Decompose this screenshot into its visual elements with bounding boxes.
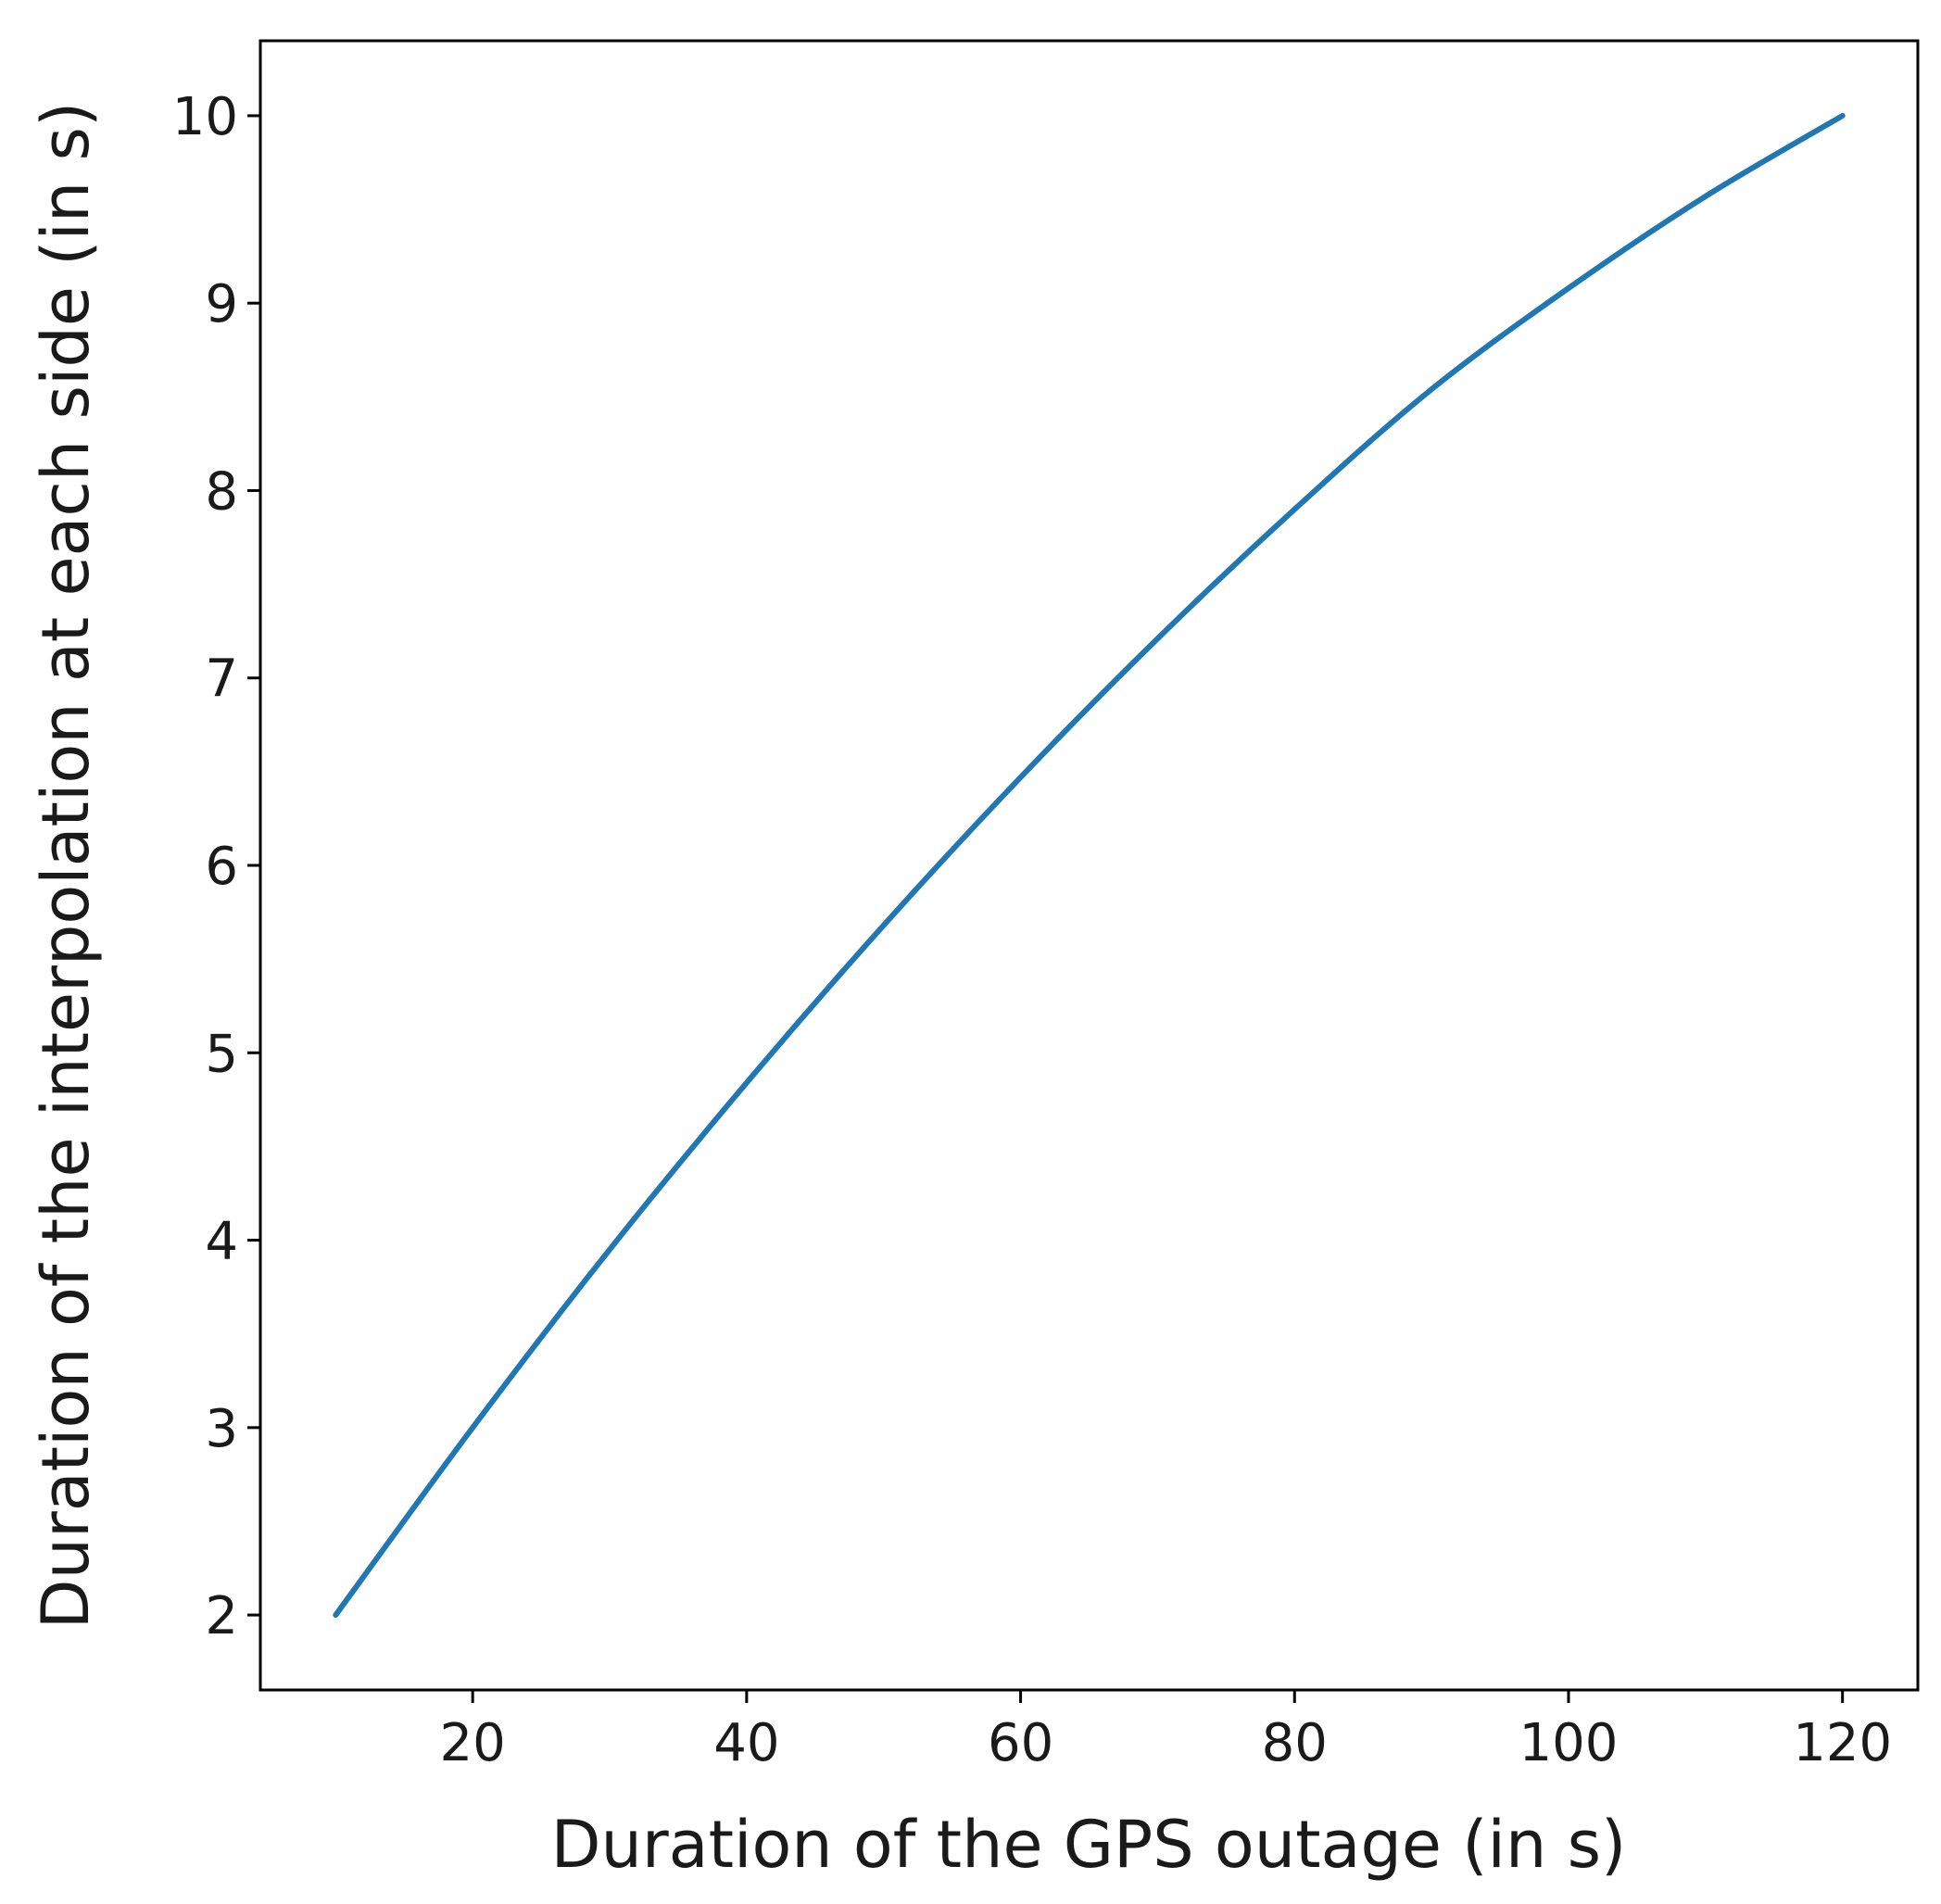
x-tick-label: 80 bbox=[1262, 1713, 1328, 1773]
x-tick-label: 20 bbox=[440, 1713, 506, 1773]
x-tick-label: 40 bbox=[713, 1713, 779, 1773]
y-tick-label: 3 bbox=[205, 1399, 238, 1459]
y-tick-label: 6 bbox=[205, 837, 238, 897]
series-line bbox=[333, 112, 1846, 1619]
x-axis-ticks: 20 40 60 80 100 120 bbox=[440, 1690, 1892, 1773]
series-group bbox=[333, 112, 1846, 1619]
y-axis-label: Duration of the interpolation at each si… bbox=[28, 102, 104, 1630]
x-tick-label: 60 bbox=[988, 1713, 1053, 1773]
y-tick-label: 5 bbox=[205, 1024, 238, 1084]
y-tick-label: 4 bbox=[205, 1212, 238, 1272]
x-axis-label: Duration of the GPS outage (in s) bbox=[551, 1807, 1627, 1883]
y-tick-label: 2 bbox=[205, 1586, 238, 1646]
y-tick-label: 7 bbox=[205, 649, 238, 710]
y-axis-ticks: 2 3 4 5 6 7 8 9 10 bbox=[172, 87, 260, 1646]
x-tick-label: 100 bbox=[1519, 1713, 1619, 1773]
x-tick-label: 120 bbox=[1793, 1713, 1892, 1773]
y-tick-label: 8 bbox=[205, 461, 238, 522]
y-tick-label: 9 bbox=[205, 274, 238, 334]
plot-area bbox=[258, 39, 1920, 1692]
y-tick-label: 10 bbox=[172, 87, 238, 147]
